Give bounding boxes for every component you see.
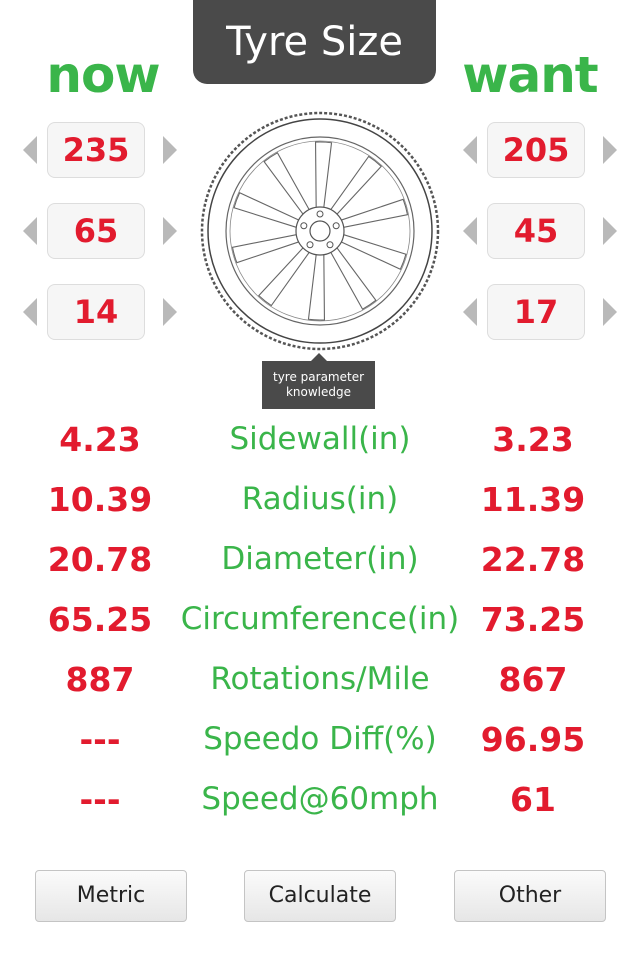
- now-profile-stepper: 65: [20, 203, 180, 259]
- want-rim-increment-icon[interactable]: [603, 298, 617, 326]
- want-column-header: want: [462, 46, 598, 104]
- radius-label: Radius(in): [241, 481, 399, 517]
- now-rim-value[interactable]: 14: [47, 284, 145, 340]
- sidewall-now-value: 4.23: [59, 420, 141, 459]
- sidewall-want-value: 3.23: [492, 420, 574, 459]
- now-width-value[interactable]: 235: [47, 122, 145, 178]
- want-profile-increment-icon[interactable]: [603, 217, 617, 245]
- circumference-want-value: 73.25: [480, 600, 586, 639]
- page-title: Tyre Size: [193, 0, 436, 84]
- want-width-value[interactable]: 205: [487, 122, 585, 178]
- result-row: 10.39 Radius(in) 11.39: [0, 472, 640, 532]
- diameter-want-value: 22.78: [480, 540, 586, 579]
- now-profile-decrement-icon[interactable]: [23, 217, 37, 245]
- want-profile-stepper: 45: [460, 203, 620, 259]
- now-rim-stepper: 14: [20, 284, 180, 340]
- rotations-label: Rotations/Mile: [210, 661, 430, 697]
- radius-now-value: 10.39: [47, 480, 153, 519]
- speed-now-value: ---: [79, 780, 121, 819]
- diameter-label: Diameter(in): [221, 541, 419, 577]
- now-profile-value[interactable]: 65: [47, 203, 145, 259]
- tooltip-line-2: knowledge: [285, 385, 352, 399]
- result-row: 4.23 Sidewall(in) 3.23: [0, 412, 640, 472]
- now-width-stepper: 235: [20, 122, 180, 178]
- tyre-wheel-icon[interactable]: [199, 110, 441, 352]
- metric-button[interactable]: Metric: [35, 870, 187, 922]
- speedo-diff-want-value: 96.95: [480, 720, 586, 759]
- speed-label: Speed@60mph: [201, 781, 439, 817]
- want-width-decrement-icon[interactable]: [463, 136, 477, 164]
- result-row: 20.78 Diameter(in) 22.78: [0, 532, 640, 592]
- tyre-knowledge-tooltip[interactable]: tyre parameter knowledge: [262, 353, 375, 409]
- other-button[interactable]: Other: [454, 870, 606, 922]
- tooltip-line-1: tyre parameter: [272, 370, 365, 384]
- speed-want-value: 61: [510, 780, 556, 819]
- now-profile-increment-icon[interactable]: [163, 217, 177, 245]
- radius-want-value: 11.39: [480, 480, 586, 519]
- speedo-diff-label: Speedo Diff(%): [203, 721, 437, 757]
- now-width-increment-icon[interactable]: [163, 136, 177, 164]
- want-rim-value[interactable]: 17: [487, 284, 585, 340]
- rotations-now-value: 887: [65, 660, 135, 699]
- result-row: 887 Rotations/Mile 867: [0, 652, 640, 712]
- diameter-now-value: 20.78: [47, 540, 153, 579]
- circumference-now-value: 65.25: [47, 600, 153, 639]
- speedo-diff-now-value: ---: [79, 720, 121, 759]
- now-rim-increment-icon[interactable]: [163, 298, 177, 326]
- want-width-increment-icon[interactable]: [603, 136, 617, 164]
- calculate-button[interactable]: Calculate: [244, 870, 396, 922]
- result-row: --- Speed@60mph 61: [0, 772, 640, 832]
- sidewall-label: Sidewall(in): [229, 421, 411, 457]
- now-column-header: now: [46, 46, 160, 104]
- want-rim-stepper: 17: [460, 284, 620, 340]
- want-profile-decrement-icon[interactable]: [463, 217, 477, 245]
- now-width-decrement-icon[interactable]: [23, 136, 37, 164]
- now-rim-decrement-icon[interactable]: [23, 298, 37, 326]
- circumference-label: Circumference(in): [180, 601, 460, 637]
- result-row: --- Speedo Diff(%) 96.95: [0, 712, 640, 772]
- want-profile-value[interactable]: 45: [487, 203, 585, 259]
- result-row: 65.25 Circumference(in) 73.25: [0, 592, 640, 652]
- want-rim-decrement-icon[interactable]: [463, 298, 477, 326]
- rotations-want-value: 867: [498, 660, 568, 699]
- want-width-stepper: 205: [460, 122, 620, 178]
